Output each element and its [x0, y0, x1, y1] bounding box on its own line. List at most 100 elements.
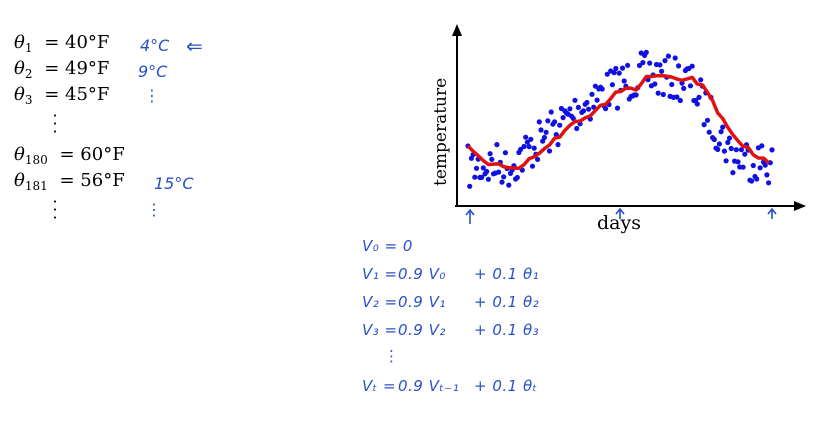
data-point	[567, 106, 573, 112]
data-point	[560, 115, 566, 121]
data-point	[762, 162, 768, 168]
data-point	[728, 145, 734, 152]
data-point	[759, 143, 765, 149]
data-point	[531, 145, 537, 151]
data-point	[647, 60, 653, 66]
data-point	[726, 135, 733, 141]
data-point	[546, 148, 553, 154]
data-point	[599, 86, 605, 92]
data-point	[604, 71, 610, 77]
data-point	[557, 122, 563, 128]
left-arrow-icon: ⇐	[186, 34, 203, 58]
recurrence-row: Vₜ = 0.9 Vₜ₋₁ + 0.1 θₜ	[362, 377, 538, 395]
data-point	[674, 94, 680, 100]
temperature-value: 45°F	[65, 84, 110, 105]
data-point	[499, 179, 505, 185]
data-point	[694, 101, 700, 107]
celsius-note: 15°C	[154, 174, 194, 193]
data-point	[584, 99, 590, 106]
data-point	[487, 151, 493, 157]
tick-arrow-middle-icon	[615, 207, 625, 219]
data-point	[485, 176, 491, 182]
ellipsis-note: ⋮	[146, 200, 162, 219]
theta-subscript: 1	[24, 41, 33, 55]
data-point	[660, 91, 666, 98]
data-point	[749, 178, 755, 184]
recurrence-row: V₂ =0.9 V₁ + 0.1 θ₂	[362, 293, 540, 311]
data-point	[655, 90, 661, 96]
data-point	[764, 172, 770, 178]
recurrence-row: V₁ =0.9 V₀ + 0.1 θ₁	[362, 265, 540, 283]
data-point	[524, 139, 531, 145]
data-point	[665, 53, 672, 59]
data-point	[735, 159, 741, 165]
data-point	[698, 77, 704, 83]
data-point	[472, 174, 478, 180]
data-point	[718, 129, 724, 135]
data-point	[715, 146, 721, 152]
data-point	[479, 174, 485, 180]
data-point	[625, 62, 631, 68]
data-point	[538, 127, 544, 133]
data-point	[716, 141, 723, 147]
tick-arrows	[465, 207, 777, 224]
data-point	[518, 146, 524, 153]
data-point	[730, 170, 736, 176]
temperature-value: 49°F	[65, 58, 110, 79]
temperature-value: 56°F	[80, 170, 125, 191]
data-point	[545, 118, 551, 124]
data-point	[706, 129, 712, 135]
data-point	[723, 158, 729, 164]
data-point	[535, 156, 541, 162]
data-point	[473, 165, 480, 171]
data-point	[528, 136, 534, 142]
ellipsis-note: ⋮	[144, 86, 160, 105]
data-point	[621, 78, 627, 84]
data-point	[619, 65, 626, 71]
recurrence-row: V₃ =0.9 V₂ + 0.1 θ₃	[362, 321, 540, 339]
data-point	[616, 70, 622, 76]
data-point	[657, 62, 663, 68]
data-point	[574, 125, 580, 132]
equation-row: θ3 = 45°F	[14, 84, 110, 107]
data-point	[543, 129, 549, 135]
theta-symbol: θ	[14, 32, 25, 53]
data-point	[523, 134, 529, 140]
data-point	[613, 65, 619, 72]
data-point	[687, 83, 694, 89]
data-point	[548, 109, 554, 115]
data-point	[740, 164, 746, 170]
data-point	[689, 63, 695, 69]
data-point	[725, 139, 731, 145]
data-point	[742, 151, 748, 157]
data-point	[603, 106, 609, 112]
celsius-note: 4°C	[140, 36, 170, 55]
equation-row: θ181 = 56°F	[14, 170, 125, 193]
data-point	[467, 183, 473, 189]
data-point	[769, 147, 775, 153]
y-axis-arrow-icon	[452, 24, 462, 36]
data-point	[659, 68, 665, 74]
data-point	[484, 168, 490, 175]
data-point	[541, 134, 548, 141]
equation-row: θ1 = 40°F	[14, 32, 110, 55]
recurrence-ellipsis: ⋮	[384, 347, 400, 365]
data-point	[501, 174, 507, 180]
data-point	[526, 144, 532, 150]
data-point	[529, 163, 536, 169]
data-point	[552, 119, 558, 125]
data-point	[766, 180, 772, 186]
data-point	[502, 150, 508, 156]
temperature-list: θ1 = 40°F θ2 = 49°F θ3 = 45°F · · · θ180 =…	[14, 30, 125, 228]
data-point	[733, 147, 739, 153]
celsius-note: 9°C	[138, 62, 168, 81]
data-point	[681, 85, 687, 91]
data-point	[589, 91, 595, 97]
vertical-ellipsis: · · ·	[52, 106, 58, 141]
x-axis-arrow-icon	[794, 201, 806, 211]
data-point	[672, 55, 678, 61]
temperature-value: 60°F	[80, 144, 125, 165]
data-point	[555, 142, 561, 148]
data-point	[609, 82, 616, 88]
